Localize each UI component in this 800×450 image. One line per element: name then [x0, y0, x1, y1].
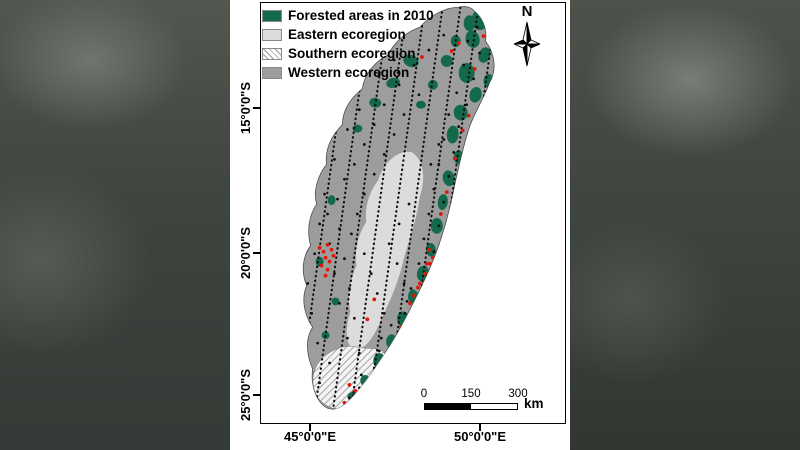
- madagascar-map: [302, 6, 495, 410]
- scale-bar-strip: [424, 403, 518, 410]
- scale-label-0: 0: [420, 388, 428, 400]
- legend-label-southern: Southern ecoregion: [288, 46, 416, 61]
- lon-tick-45e: [309, 424, 311, 431]
- scale-bar-segment-white: [471, 404, 517, 409]
- north-arrow: N: [510, 3, 544, 72]
- legend-label-eastern: Eastern ecoregion: [288, 27, 406, 42]
- scale-bar-segment-black: [425, 404, 471, 409]
- legend-label-western: Western ecoregion: [288, 65, 410, 80]
- legend-label-forest: Forested areas in 2010: [288, 8, 434, 23]
- lat-label-25s: 25°0'0"S: [238, 368, 253, 422]
- lon-tick-50e: [479, 424, 481, 431]
- legend-item-eastern: Eastern ecoregion: [262, 25, 434, 44]
- lon-label-45e: 45°0'0"E: [283, 429, 337, 444]
- blurred-background-right: [570, 0, 800, 450]
- compass-rose-icon: [513, 21, 541, 67]
- lat-tick-15s: [253, 107, 260, 109]
- lat-label-15s: 15°0'0"S: [238, 81, 253, 135]
- legend-swatch-forest-icon: [262, 9, 282, 22]
- legend-swatch-western-icon: [262, 66, 282, 79]
- legend-swatch-southern-icon: [262, 47, 282, 60]
- lat-tick-20s: [253, 252, 260, 254]
- forested-areas-layer: [315, 8, 494, 402]
- blurred-background-left: [0, 0, 230, 450]
- legend-swatch-eastern-icon: [262, 28, 282, 41]
- scale-unit: km: [524, 396, 544, 411]
- north-label: N: [521, 3, 533, 20]
- legend-item-forest: Forested areas in 2010: [262, 6, 434, 25]
- black-points-layer: [306, 25, 481, 405]
- legend-item-southern: Southern ecoregion: [262, 44, 434, 63]
- scale-label-150: 150: [461, 388, 481, 400]
- lat-label-20s: 20°0'0"S: [238, 226, 253, 280]
- legend-item-western: Western ecoregion: [262, 63, 434, 82]
- lon-label-50e: 50°0'0"E: [453, 429, 507, 444]
- map-frame: [260, 2, 566, 424]
- lat-tick-25s: [253, 394, 260, 396]
- scale-label-300: 300: [508, 388, 528, 400]
- map-figure-panel: Forested areas in 2010 Eastern ecoregion…: [230, 0, 570, 450]
- scale-bar: 0 150 300 km: [420, 388, 550, 422]
- legend: Forested areas in 2010 Eastern ecoregion…: [262, 6, 434, 82]
